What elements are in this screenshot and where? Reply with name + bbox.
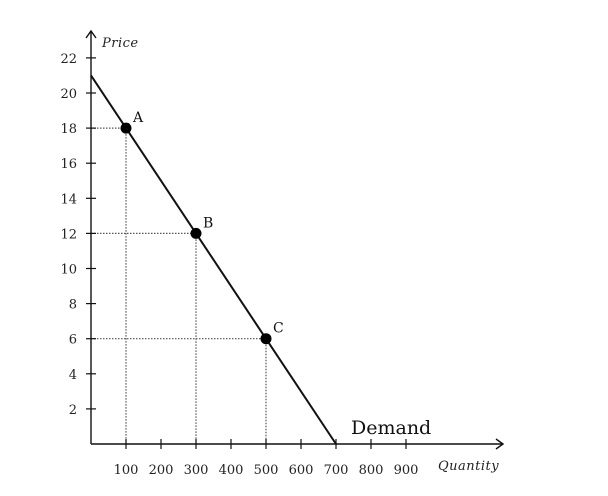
x-tick-label-300: 300: [184, 463, 209, 478]
ticks: 100 200 300 400 500 600 700 800 900 2 4 6 8 10 12 14 16 1…: [60, 52, 418, 478]
demand-line: [90, 74, 337, 445]
y-tick-label-16: 16: [60, 157, 77, 172]
point-B: [190, 227, 202, 239]
x-tick-label-200: 200: [149, 463, 174, 478]
x-axis-title: Quantity: [438, 459, 499, 474]
x-tick-label-900: 900: [394, 463, 419, 478]
y-tick-label-4: 4: [69, 368, 77, 383]
y-tick-label-12: 12: [60, 227, 77, 242]
y-tick-label-14: 14: [60, 192, 77, 207]
y-tick-label-22: 22: [60, 52, 77, 67]
y-tick-label-6: 6: [69, 333, 77, 348]
point-A: [120, 122, 132, 134]
axes: [85, 29, 505, 450]
points-layer: A B C: [120, 110, 284, 345]
y-axis-title: Price: [101, 36, 139, 51]
point-label-B: B: [203, 215, 213, 231]
x-tick-label-100: 100: [114, 463, 139, 478]
point-label-A: A: [132, 110, 144, 126]
x-axis-arrow: [495, 438, 505, 450]
x-tick-label-500: 500: [254, 463, 279, 478]
y-tick-label-20: 20: [60, 87, 77, 102]
series-layer: [90, 74, 337, 445]
x-tick-label-400: 400: [219, 463, 244, 478]
y-tick-label-2: 2: [69, 403, 77, 418]
x-tick-label-700: 700: [324, 463, 349, 478]
demand-series-label: Demand: [351, 417, 431, 439]
y-tick-label-18: 18: [60, 122, 77, 137]
y-tick-label-8: 8: [69, 298, 77, 313]
guide-lines: [91, 127, 267, 444]
x-tick-label-600: 600: [289, 463, 314, 478]
point-C: [260, 333, 272, 345]
y-axis-arrow: [85, 29, 97, 39]
y-tick-label-10: 10: [60, 263, 77, 278]
x-tick-label-800: 800: [359, 463, 384, 478]
point-label-C: C: [273, 321, 284, 337]
